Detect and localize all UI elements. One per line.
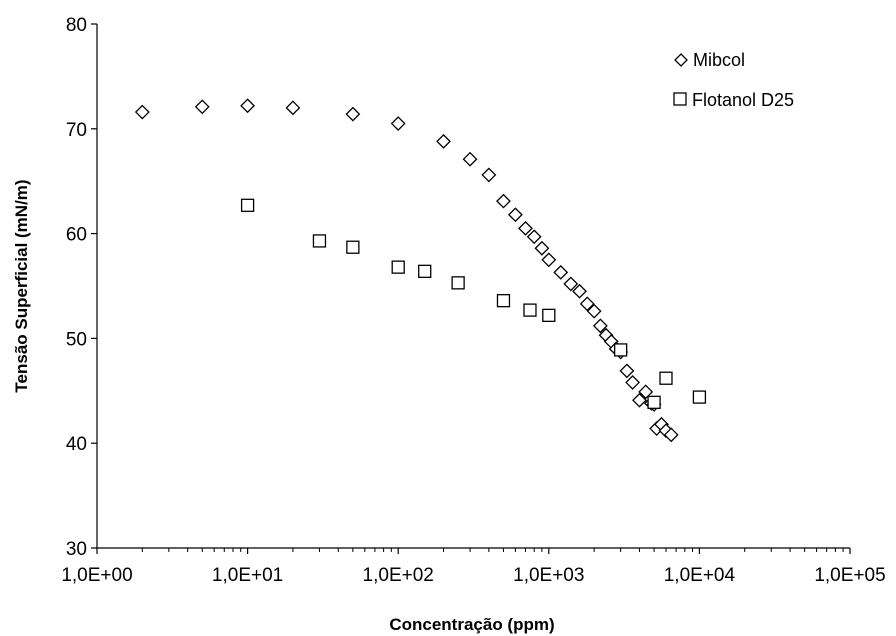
data-point-mibcol	[345, 106, 361, 122]
x-axis-ticks: 1,0E+00 1,0E+01 1,0E+02 1,0E+03 1,0E+04 1,0E+…	[61, 548, 886, 586]
x-tick-label: 1,0E+01	[212, 565, 283, 586]
data-point-mibcol	[625, 374, 640, 390]
y-axis-ticks: 30 40 50 60 70 80	[66, 15, 97, 560]
x-tick-label: 1,0E+00	[61, 565, 132, 586]
data-point-flotanol-d25	[659, 371, 673, 385]
data-point-mibcol	[579, 296, 595, 312]
data-point-mibcol	[507, 207, 523, 223]
legend-marker-square-icon	[673, 92, 687, 106]
data-point-flotanol-d25	[312, 234, 327, 248]
data-point-mibcol	[194, 99, 210, 115]
y-tick-label: 70	[66, 120, 87, 141]
data-point-flotanol-d25	[418, 264, 432, 278]
series-layer	[134, 98, 707, 443]
x-tick-label: 1,0E+05	[814, 565, 885, 586]
data-point-flotanol-d25	[240, 198, 255, 212]
data-point-mibcol	[586, 303, 602, 319]
data-point-flotanol-d25	[614, 343, 628, 357]
x-tick-label: 1,0E+04	[664, 565, 736, 586]
legend-item-flotanol: Flotanol D25	[673, 90, 794, 110]
data-point-mibcol	[462, 151, 478, 167]
data-point-flotanol-d25	[451, 276, 465, 290]
series-mibcol	[134, 98, 679, 443]
data-point-flotanol-d25	[692, 390, 707, 404]
data-point-flotanol-d25	[346, 240, 360, 254]
data-point-mibcol	[663, 427, 679, 443]
data-point-mibcol	[534, 240, 550, 256]
y-tick-label: 40	[66, 434, 87, 455]
data-point-mibcol	[563, 276, 579, 292]
data-point-mibcol	[541, 252, 557, 268]
data-point-mibcol	[134, 104, 150, 120]
data-point-mibcol	[553, 264, 569, 280]
data-point-mibcol	[632, 392, 647, 408]
y-tick-label: 50	[66, 329, 87, 350]
y-tick-label: 60	[66, 225, 87, 246]
data-point-flotanol-d25	[542, 308, 556, 322]
data-point-mibcol	[390, 116, 406, 131]
data-point-mibcol	[496, 193, 511, 209]
data-point-mibcol	[619, 363, 635, 379]
data-point-mibcol	[526, 229, 542, 245]
legend-marker-diamond-icon	[674, 53, 688, 67]
x-axis-title: Concentração (ppm)	[389, 615, 554, 634]
series-flotanol-d25	[240, 198, 707, 409]
y-tick-label: 80	[66, 15, 87, 36]
y-axis-title: Tensão Superficial (mN/m)	[12, 179, 31, 392]
data-point-mibcol	[638, 384, 654, 400]
legend-item-mibcol: Mibcol	[674, 50, 745, 70]
legend-label-mibcol: Mibcol	[693, 50, 745, 70]
y-tick-label: 30	[66, 539, 87, 560]
data-point-flotanol-d25	[647, 395, 661, 409]
data-point-mibcol	[436, 133, 451, 149]
data-point-mibcol	[592, 318, 608, 334]
data-point-flotanol-d25	[496, 294, 511, 308]
data-point-flotanol-d25	[391, 260, 405, 274]
data-point-flotanol-d25	[523, 303, 537, 317]
data-point-mibcol	[572, 283, 587, 299]
data-point-mibcol	[285, 100, 301, 116]
x-tick-label: 1,0E+02	[363, 565, 434, 586]
x-axis-minor-ticks	[141, 548, 844, 552]
x-tick-label: 1,0E+03	[513, 565, 584, 586]
legend: Mibcol Flotanol D25	[673, 50, 794, 110]
data-point-mibcol	[518, 220, 533, 236]
legend-label-flotanol: Flotanol D25	[692, 90, 794, 110]
data-point-mibcol	[240, 98, 256, 114]
data-point-mibcol	[481, 167, 497, 183]
